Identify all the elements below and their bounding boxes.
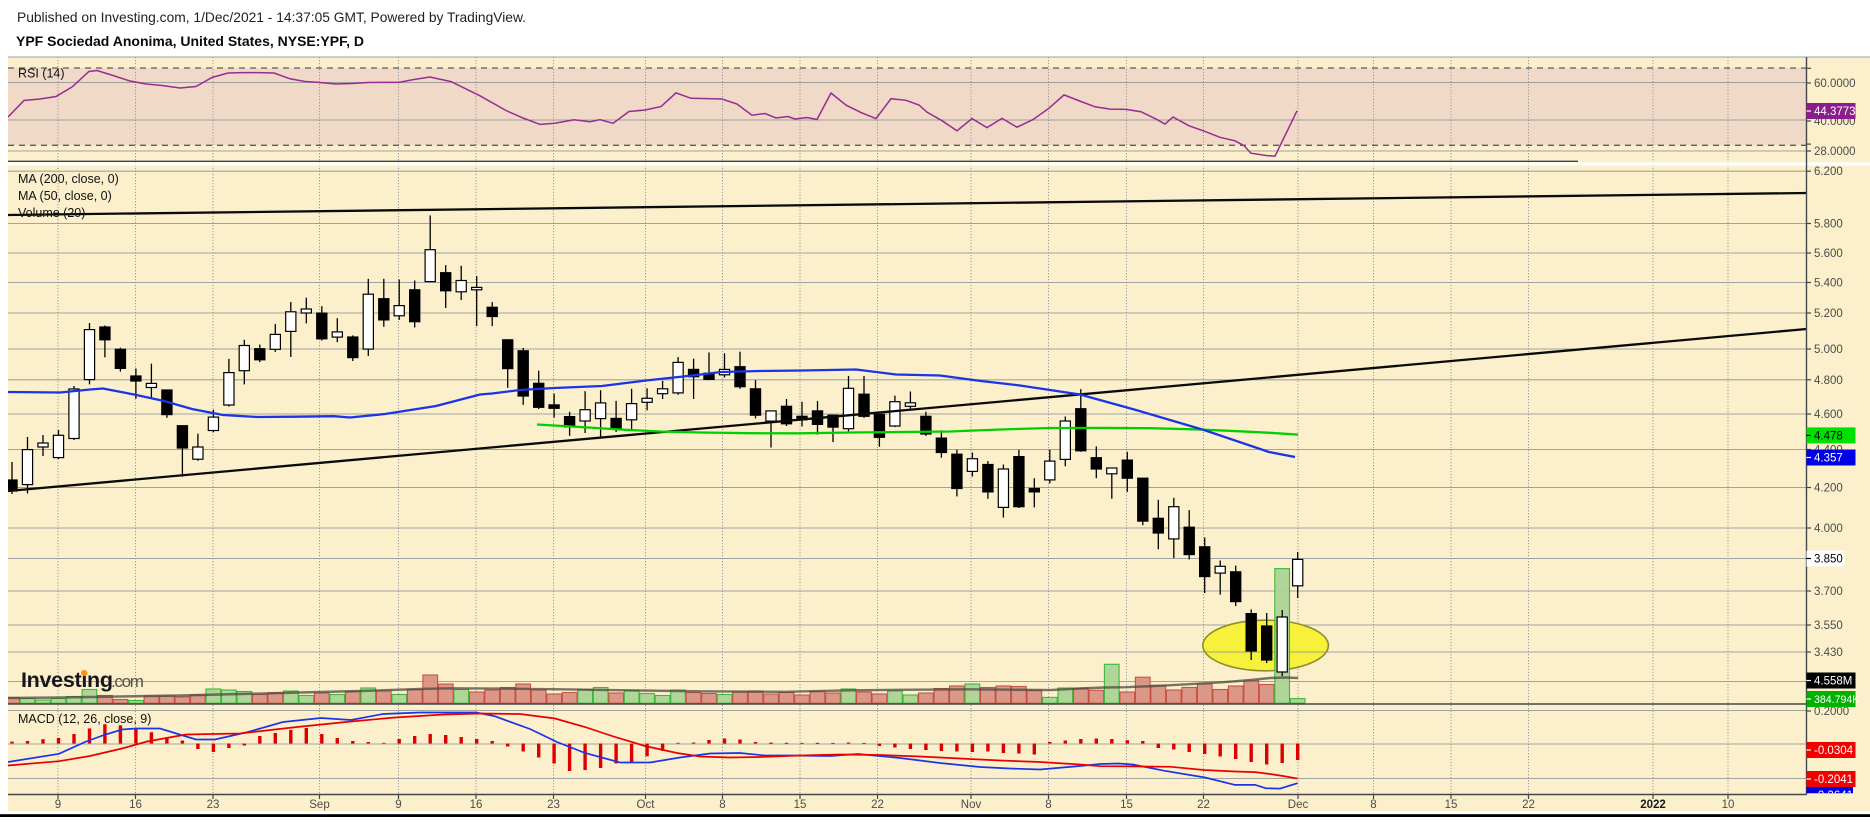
svg-text:16: 16	[129, 799, 142, 811]
svg-text:8: 8	[719, 799, 725, 811]
svg-text:15: 15	[1445, 799, 1458, 811]
svg-text:5.800: 5.800	[1814, 219, 1843, 231]
svg-text:Published on Investing.com, 1/: Published on Investing.com, 1/Dec/2021 -…	[17, 10, 526, 25]
svg-text:8: 8	[1370, 799, 1376, 811]
svg-text:5.600: 5.600	[1814, 248, 1843, 260]
svg-text:4.357: 4.357	[1814, 453, 1843, 465]
svg-text:Nov: Nov	[961, 799, 982, 811]
svg-text:16: 16	[470, 799, 483, 811]
svg-text:4.600: 4.600	[1814, 409, 1843, 421]
svg-text:MA (50, close, 0): MA (50, close, 0)	[18, 189, 112, 203]
svg-text:28.0000: 28.0000	[1814, 146, 1856, 158]
svg-text:Oct: Oct	[637, 799, 656, 811]
svg-text:Volume (20): Volume (20)	[18, 206, 85, 220]
svg-text:-0.0304: -0.0304	[1814, 745, 1854, 757]
svg-text:22: 22	[871, 799, 884, 811]
svg-text:3.550: 3.550	[1814, 620, 1843, 632]
svg-text:-0.2641: -0.2641	[1814, 790, 1853, 802]
svg-text:2022: 2022	[1640, 799, 1666, 811]
svg-text:6.200: 6.200	[1814, 166, 1843, 178]
svg-text:YPF Sociedad Anonima, United S: YPF Sociedad Anonima, United States, NYS…	[16, 33, 364, 49]
svg-text:8: 8	[1045, 799, 1051, 811]
svg-text:23: 23	[547, 799, 560, 811]
svg-text:22: 22	[1522, 799, 1535, 811]
svg-text:.com: .com	[111, 672, 144, 691]
svg-text:15: 15	[794, 799, 807, 811]
svg-text:3.700: 3.700	[1814, 586, 1843, 598]
svg-text:Investing: Investing	[21, 668, 113, 692]
svg-text:5.200: 5.200	[1814, 308, 1843, 320]
svg-text:0.2000: 0.2000	[1814, 706, 1849, 718]
svg-text:4.478: 4.478	[1814, 430, 1843, 442]
svg-text:23: 23	[207, 799, 220, 811]
svg-text:9: 9	[55, 799, 61, 811]
svg-text:MA (200, close, 0): MA (200, close, 0)	[18, 172, 119, 186]
svg-text:Dec: Dec	[1288, 799, 1309, 811]
svg-text:60.0000: 60.0000	[1814, 78, 1856, 90]
svg-text:22: 22	[1197, 799, 1210, 811]
svg-text:15: 15	[1120, 799, 1133, 811]
svg-text:3.850: 3.850	[1814, 554, 1843, 566]
svg-text:3.430: 3.430	[1814, 647, 1843, 659]
svg-text:MACD (12, 26, close, 9): MACD (12, 26, close, 9)	[18, 712, 151, 726]
svg-text:RSI (14): RSI (14)	[18, 67, 65, 81]
svg-text:10: 10	[1722, 799, 1735, 811]
svg-text:4.200: 4.200	[1814, 483, 1843, 495]
svg-text:384.794K: 384.794K	[1814, 694, 1859, 706]
svg-text:5.000: 5.000	[1814, 344, 1843, 356]
svg-text:-0.2041: -0.2041	[1814, 774, 1853, 786]
svg-text:44.3773: 44.3773	[1814, 106, 1856, 118]
svg-text:4.000: 4.000	[1814, 523, 1843, 535]
svg-text:4.558M: 4.558M	[1814, 676, 1852, 688]
svg-text:9: 9	[395, 799, 401, 811]
svg-text:Sep: Sep	[309, 799, 329, 811]
svg-text:5.400: 5.400	[1814, 278, 1843, 290]
svg-text:4.800: 4.800	[1814, 375, 1843, 387]
